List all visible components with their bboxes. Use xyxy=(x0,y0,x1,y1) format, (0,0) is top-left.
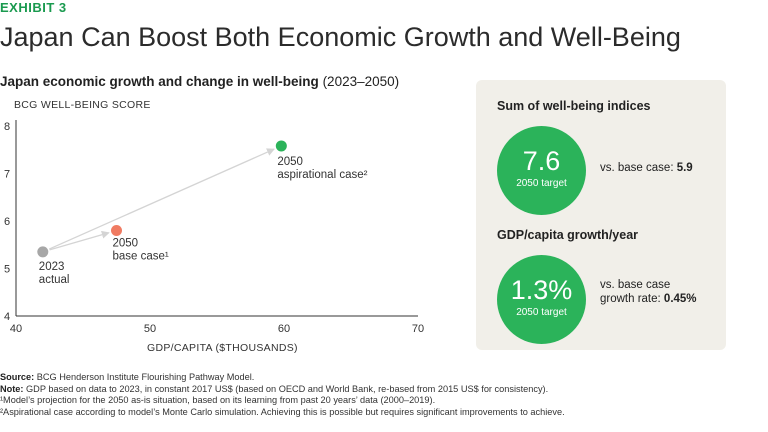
page-title: Japan Can Boost Both Economic Growth and… xyxy=(0,22,681,52)
gdp-target-circle: 1.3% 2050 target xyxy=(497,255,586,344)
y-tick-label: 7 xyxy=(4,169,10,181)
arrow-to-aspirational xyxy=(48,148,275,250)
footnote-2: ²Aspirational case according to model’s … xyxy=(0,406,565,417)
point-label-actual: 2023 xyxy=(39,261,65,273)
x-tick-label: 40 xyxy=(10,323,22,335)
y-tick-label: 4 xyxy=(4,311,10,323)
footnote-1: ¹Model’s projection for the 2050 as-is s… xyxy=(0,395,436,406)
wellbeing-heading: Sum of well-being indices xyxy=(497,99,651,113)
x-axis-label: GDP/CAPITA ($THOUSANDS) xyxy=(147,342,298,354)
point-label-base: 2050 xyxy=(113,238,139,250)
wellbeing-target-circle: 7.6 2050 target xyxy=(497,126,586,215)
point-sublabel-base: base case¹ xyxy=(113,251,169,263)
point-base xyxy=(111,225,122,236)
y-tick-label: 6 xyxy=(4,216,10,228)
x-tick-label: 70 xyxy=(412,323,424,335)
y-axis-label: BCG WELL-BEING SCORE xyxy=(14,99,151,111)
point-aspirational xyxy=(275,140,287,152)
source-note: Source: BCG Henderson Institute Flourish… xyxy=(0,372,255,382)
y-tick-label: 5 xyxy=(4,264,10,276)
gdp-target-label: 2050 target xyxy=(516,307,567,318)
point-sublabel-aspirational: aspirational case² xyxy=(277,169,367,181)
exhibit-label: EXHIBIT 3 xyxy=(0,0,67,15)
gdp-comparison: vs. base case growth rate: 0.45% xyxy=(600,279,697,305)
summary-panel: Sum of well-being indices 7.6 2050 targe… xyxy=(476,80,726,350)
arrow-to-base xyxy=(49,230,110,251)
gdp-heading: GDP/capita growth/year xyxy=(497,228,639,242)
x-tick-label: 50 xyxy=(144,323,156,335)
y-tick-label: 8 xyxy=(4,121,10,133)
point-label-aspirational: 2050 xyxy=(277,156,303,168)
chart-title: Japan economic growth and change in well… xyxy=(0,74,400,89)
point-actual xyxy=(37,246,49,258)
wellbeing-comparison: vs. base case: 5.9 xyxy=(600,162,693,174)
x-tick-label: 60 xyxy=(278,323,290,335)
wellbeing-value: 7.6 xyxy=(522,146,561,176)
gdp-value: 1.3% xyxy=(510,275,573,305)
point-sublabel-actual: actual xyxy=(39,274,70,286)
footer-notes: Source: BCG Henderson Institute Flourish… xyxy=(0,372,565,418)
wellbeing-target-label: 2050 target xyxy=(516,178,567,189)
note: Note: GDP based on data to 2023, in cons… xyxy=(0,383,549,394)
